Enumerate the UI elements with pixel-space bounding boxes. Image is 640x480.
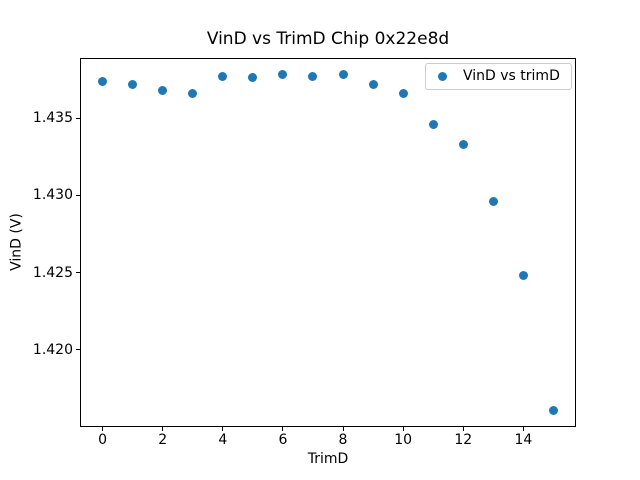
x-tick-mark [102,427,104,431]
plot-area [80,58,576,427]
y-tick-label: 1.430 [32,187,73,204]
x-tick-mark [162,427,164,431]
x-tick-label: 8 [338,432,348,448]
legend-label: VinD vs trimD [463,68,560,84]
x-tick-mark [522,427,524,431]
x-tick-mark [462,427,464,431]
legend: VinD vs trimD [425,63,572,90]
x-tick-mark [222,427,224,431]
x-axis-label: TrimD [307,451,349,467]
y-tick-label: 1.425 [32,264,73,281]
x-tick-label: 6 [278,432,288,448]
x-tick-mark [402,427,404,431]
chart-title: VinD vs TrimD Chip 0x22e8d [206,29,450,49]
y-tick-label: 1.435 [32,110,73,127]
x-tick-label: 10 [394,432,413,448]
x-tick-label: 14 [514,432,533,448]
x-tick-mark [342,427,344,431]
x-tick-mark [282,427,284,431]
y-tick-label: 1.420 [32,341,73,358]
x-tick-label: 4 [218,432,228,448]
y-axis-label: VinD (V) [8,213,25,271]
x-tick-label: 0 [98,432,107,448]
legend-marker-icon [438,72,447,81]
x-tick-label: 2 [158,432,168,448]
x-tick-label: 12 [454,432,473,448]
